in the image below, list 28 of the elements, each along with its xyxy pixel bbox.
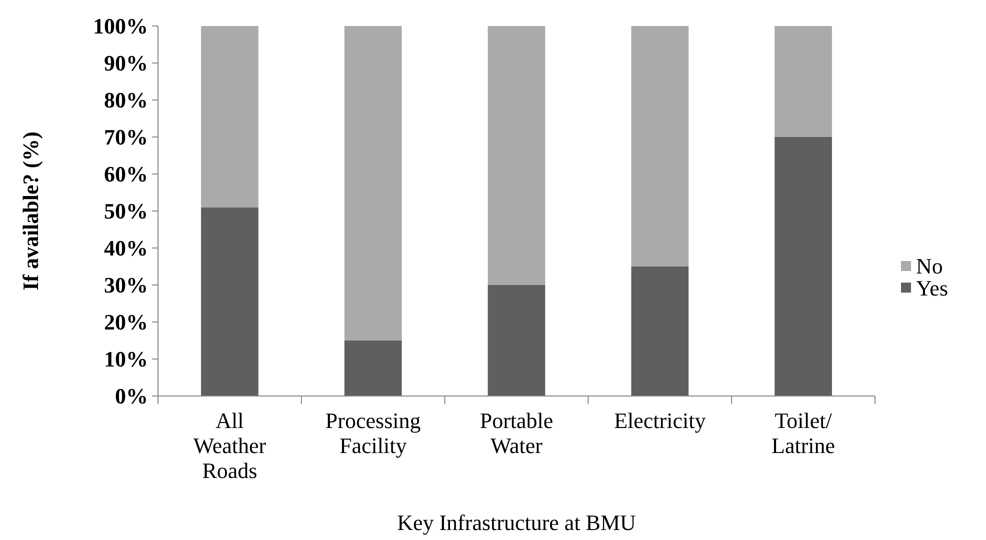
bar [344,26,402,340]
y-tick-label: 60% [104,162,148,187]
y-tick-label: 30% [104,272,148,298]
x-tick-label: Electricity [614,408,706,433]
x-axis-title: Key Infrastructure at BMU [397,510,636,535]
bar [201,207,258,396]
bar [631,266,689,396]
y-axis-title: If available? (%) [18,132,43,290]
x-tick-label: Processing Facility [325,408,421,458]
y-tick-label: 50% [104,198,148,224]
y-tick-label: 20% [104,310,148,335]
y-tick-label: 0% [115,384,148,409]
x-tick-label: Toilet/Latrine [772,408,836,458]
y-tick-label: 90% [104,50,148,76]
bar [774,137,832,396]
bar [201,26,258,208]
y-tick-label: 100% [93,14,148,39]
x-tick-label: Portable Water [480,408,554,458]
bar [344,340,402,396]
y-tick-label: 70% [104,124,148,150]
y-tick-label: 10% [104,346,148,372]
y-tick-label: 80% [104,88,148,113]
bar [488,285,546,396]
y-tick-label: 40% [104,236,148,261]
x-tick-label: All Weather Roads [193,408,267,483]
bar [488,26,546,285]
bar [774,26,832,137]
bar [631,26,689,266]
